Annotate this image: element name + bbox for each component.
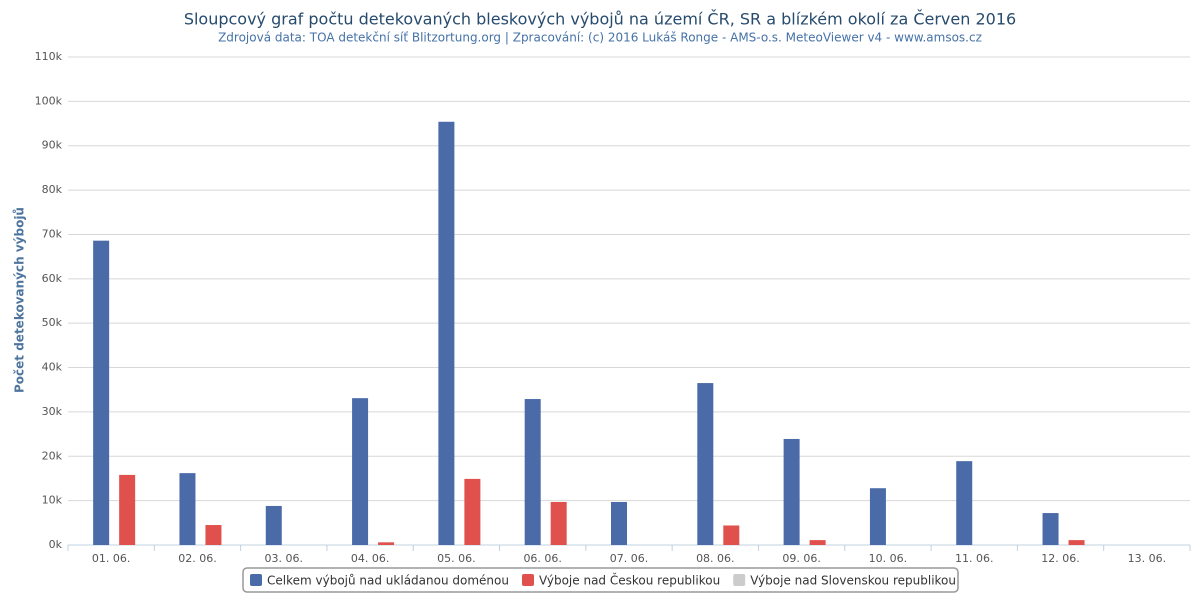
bar [1042,513,1059,545]
bar [352,398,369,545]
bar [550,501,567,545]
x-tick-label: 06. 06. [523,552,561,565]
bar [783,438,800,545]
x-tick-label: 10. 06. [869,552,907,565]
legend-label[interactable]: Výboje nad Slovenskou republikou [750,574,956,588]
y-tick-label: 10k [42,494,63,507]
y-tick-label: 80k [42,183,63,196]
legend-label[interactable]: Celkem výbojů nad ukládanou doménou [267,574,509,588]
legend-swatch[interactable] [250,574,262,586]
y-tick-label: 50k [42,316,63,329]
y-tick-label: 30k [42,405,63,418]
bar [723,525,740,545]
legend-swatch[interactable] [521,574,534,586]
y-tick-label: 70k [42,227,63,240]
bar [378,542,395,545]
y-tick-label: 110k [35,50,63,63]
y-tick-label: 40k [42,361,63,374]
y-axis-label: Počet detekovaných výbojů [13,207,27,393]
y-tick-label: 20k [42,449,63,462]
bar [809,540,826,545]
chart-title: Sloupcový graf počtu detekovaných blesko… [184,10,1016,29]
bar [611,501,627,545]
bar [205,525,222,545]
x-tick-label: 01. 06. [92,552,130,565]
bar [869,488,886,545]
legend-swatch[interactable] [733,574,746,586]
x-tick-label: 02. 06. [178,552,216,565]
bar [524,399,541,545]
y-tick-label: 90k [42,139,63,152]
legend-label[interactable]: Výboje nad Českou republikou [539,573,720,588]
bar [179,473,196,545]
y-tick-label: 60k [42,272,63,285]
x-tick-label: 11. 06. [955,552,993,565]
legend-box [242,567,959,593]
x-tick-label: 09. 06. [782,552,820,565]
bar [1068,540,1085,545]
bar [119,474,136,545]
chart-subtitle: Zdrojová data: TOA detekční síť Blitzort… [218,31,982,45]
bar [265,505,282,545]
bar [697,383,714,545]
x-tick-label: 13. 06. [1128,552,1166,565]
bar [438,121,455,546]
bar [956,461,973,545]
x-tick-label: 12. 06. [1041,552,1079,565]
x-tick-label: 03. 06. [265,552,303,565]
x-tick-label: 07. 06. [610,552,648,565]
bar [464,478,481,545]
y-tick-label: 100k [35,94,63,107]
x-tick-label: 08. 06. [696,552,734,565]
x-tick-label: 04. 06. [351,552,389,565]
y-tick-label: 0k [49,538,63,551]
x-tick-label: 05. 06. [437,552,475,565]
bar [93,240,110,545]
